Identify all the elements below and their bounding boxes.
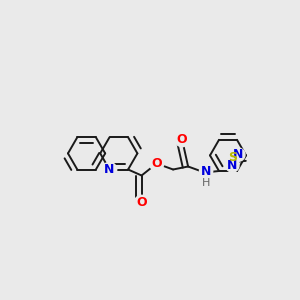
Text: O: O [177, 133, 188, 146]
Circle shape [175, 132, 189, 147]
Circle shape [201, 178, 212, 188]
Circle shape [226, 159, 239, 172]
Text: N: N [233, 148, 244, 161]
Text: O: O [151, 157, 162, 170]
Text: N: N [104, 163, 115, 176]
Circle shape [102, 162, 117, 177]
Circle shape [200, 164, 213, 178]
Text: H: H [202, 178, 210, 188]
Circle shape [134, 195, 149, 210]
Circle shape [232, 148, 245, 161]
Text: O: O [136, 196, 147, 209]
Circle shape [149, 156, 164, 171]
Text: S: S [228, 151, 237, 164]
Text: N: N [201, 164, 211, 178]
Circle shape [226, 150, 239, 164]
Text: N: N [227, 159, 238, 172]
